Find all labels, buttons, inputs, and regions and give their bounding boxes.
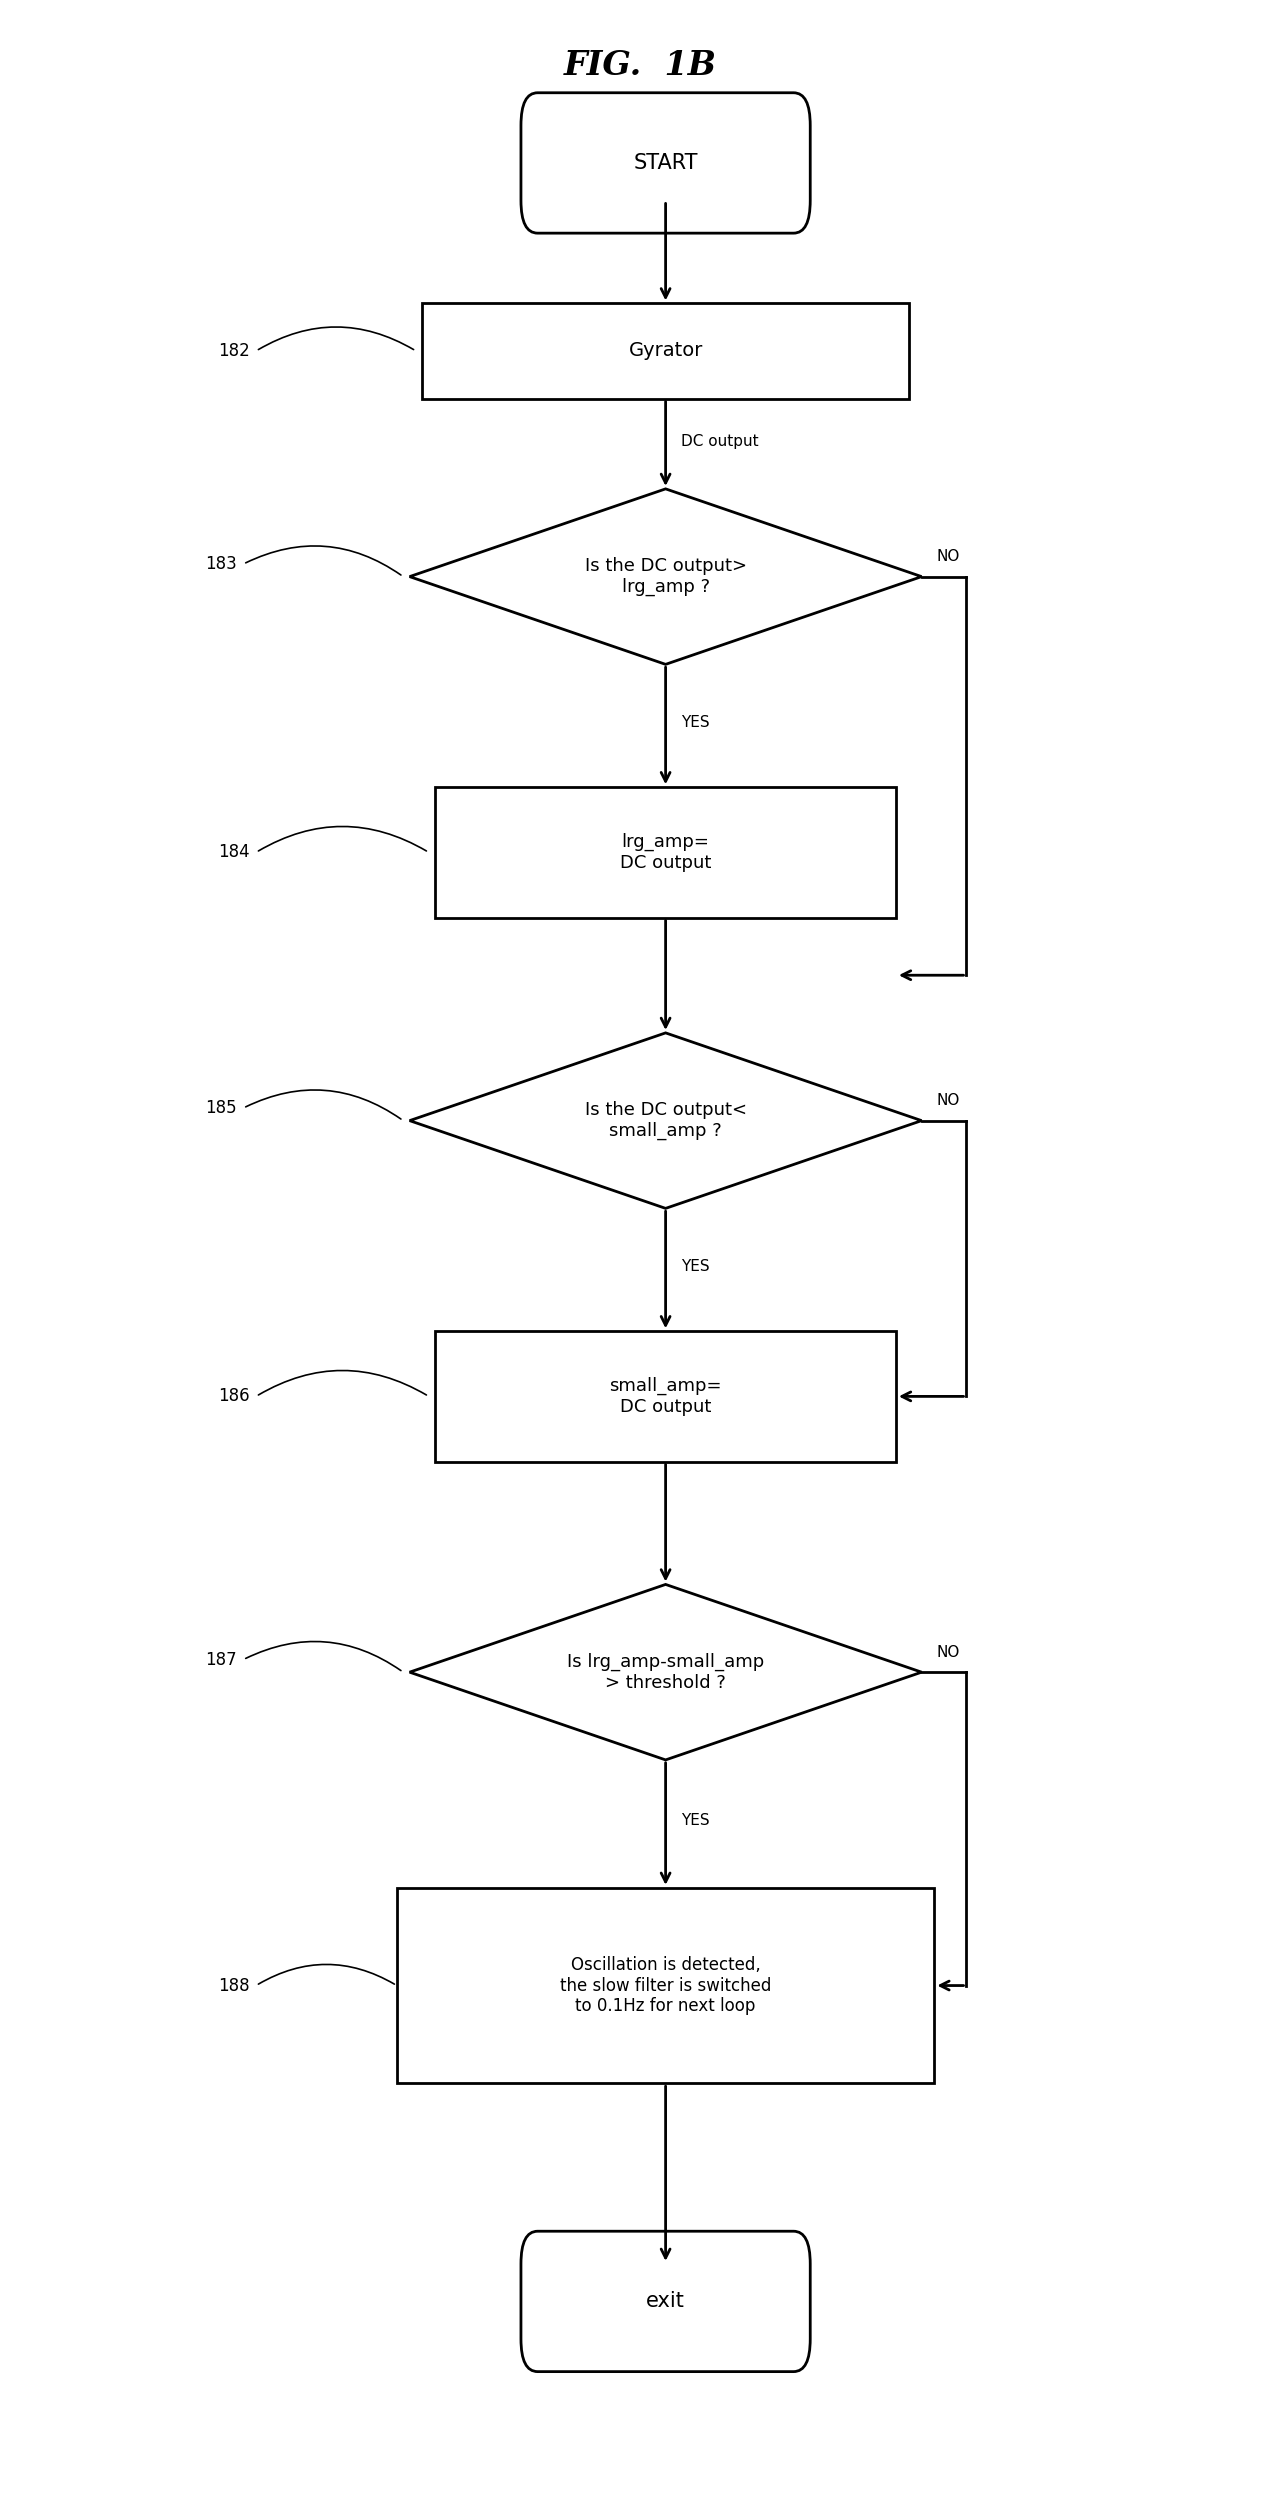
Bar — [422, 303, 909, 399]
Bar — [397, 1888, 934, 2083]
Bar — [435, 1331, 896, 1462]
Text: FIG.  1B: FIG. 1B — [563, 48, 717, 83]
Text: START: START — [634, 153, 698, 173]
Text: 185: 185 — [205, 1098, 237, 1118]
Text: 187: 187 — [205, 1650, 237, 1670]
Text: NO: NO — [937, 549, 960, 564]
Text: lrg_amp=
DC output: lrg_amp= DC output — [620, 832, 712, 872]
Text: YES: YES — [681, 714, 709, 730]
Text: Is lrg_amp-small_amp
> threshold ?: Is lrg_amp-small_amp > threshold ? — [567, 1652, 764, 1692]
Text: Gyrator: Gyrator — [628, 341, 703, 361]
Text: Oscillation is detected,
the slow filter is switched
to 0.1Hz for next loop: Oscillation is detected, the slow filter… — [559, 1955, 772, 2016]
Text: DC output: DC output — [681, 434, 759, 449]
Text: 183: 183 — [205, 554, 237, 574]
Text: 182: 182 — [218, 341, 250, 361]
Text: Is the DC output>
lrg_amp ?: Is the DC output> lrg_amp ? — [585, 557, 746, 597]
Polygon shape — [410, 1584, 922, 1760]
Text: YES: YES — [681, 1259, 709, 1274]
Text: 188: 188 — [218, 1976, 250, 1996]
Text: YES: YES — [681, 1813, 709, 1828]
Text: Is the DC output<
small_amp ?: Is the DC output< small_amp ? — [585, 1101, 746, 1141]
Polygon shape — [410, 1033, 922, 1208]
Text: 184: 184 — [218, 842, 250, 862]
Text: exit: exit — [646, 2291, 685, 2311]
Polygon shape — [410, 489, 922, 664]
Text: NO: NO — [937, 1093, 960, 1108]
FancyBboxPatch shape — [521, 93, 810, 233]
Text: 186: 186 — [218, 1386, 250, 1406]
Bar — [435, 787, 896, 918]
Text: small_amp=
DC output: small_amp= DC output — [609, 1376, 722, 1416]
FancyBboxPatch shape — [521, 2231, 810, 2372]
Text: NO: NO — [937, 1645, 960, 1660]
